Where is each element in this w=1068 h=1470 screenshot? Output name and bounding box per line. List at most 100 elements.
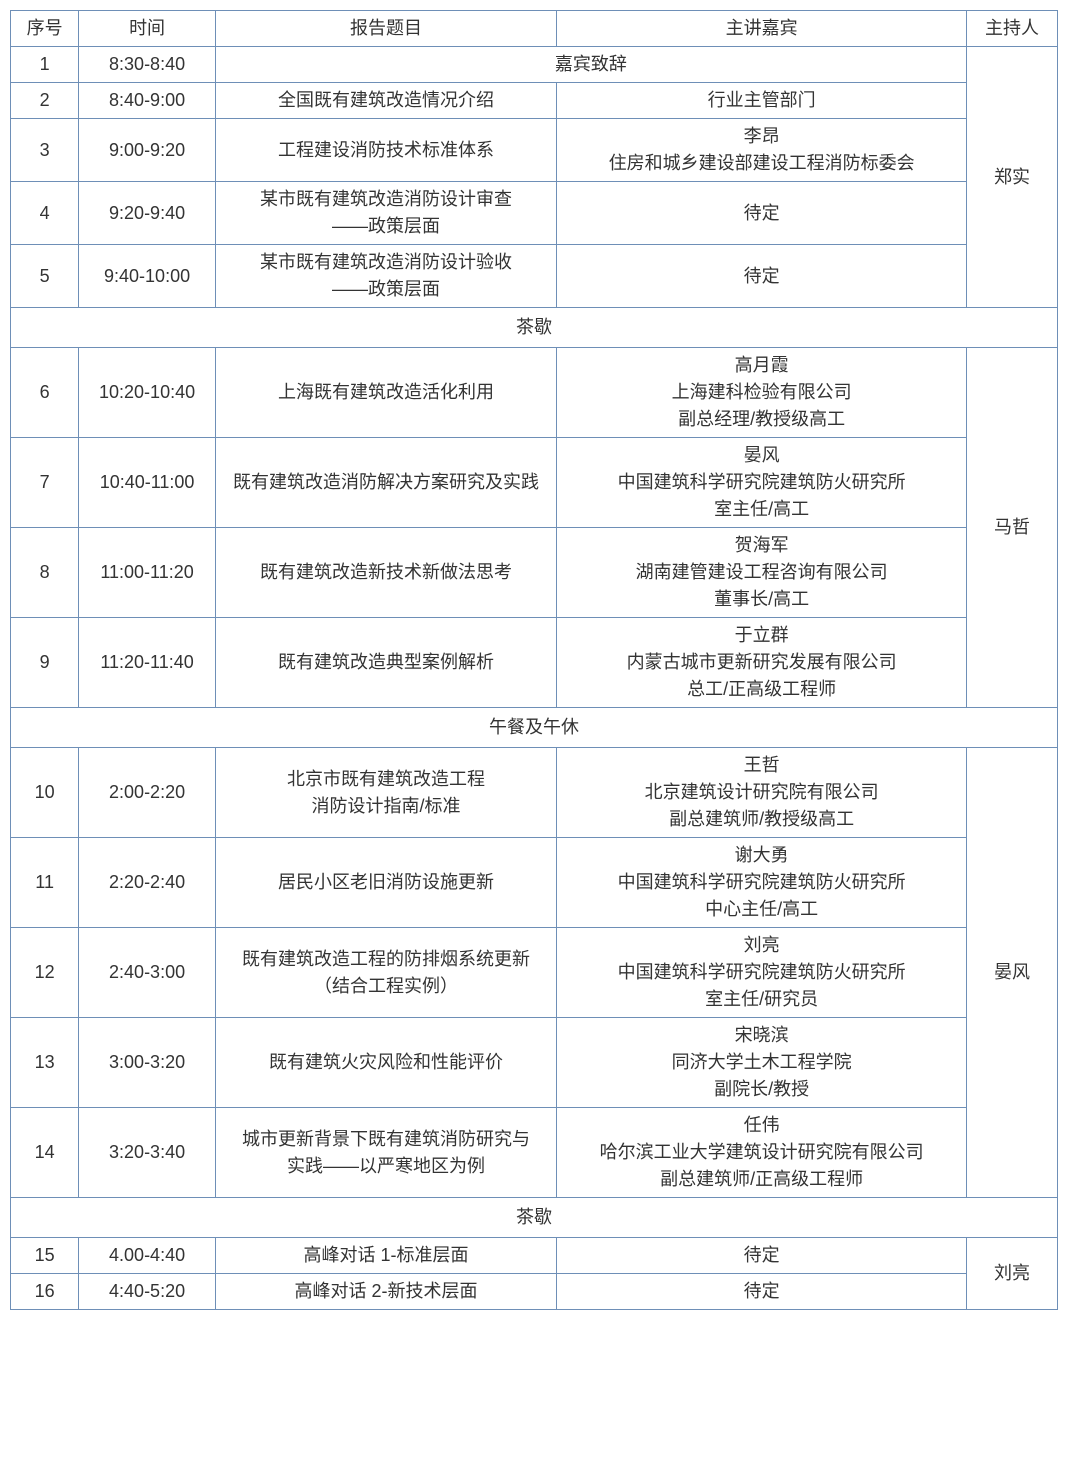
cell-topic: 既有建筑改造典型案例解析 <box>215 618 556 708</box>
cell-time: 3:00-3:20 <box>79 1018 216 1108</box>
cell-speaker: 待定 <box>557 1274 967 1310</box>
cell-topic: 高峰对话 2-新技术层面 <box>215 1274 556 1310</box>
break-row: 午餐及午休 <box>11 708 1058 748</box>
cell-seq: 13 <box>11 1018 79 1108</box>
table-row: 1 8:30-8:40 嘉宾致辞 郑实 <box>11 47 1058 83</box>
header-speaker: 主讲嘉宾 <box>557 11 967 47</box>
cell-speaker: 李昂 住房和城乡建设部建设工程消防标委会 <box>557 119 967 182</box>
topic-line: 既有建筑改造工程的防排烟系统更新 <box>218 946 554 973</box>
schedule-table: 序号 时间 报告题目 主讲嘉宾 主持人 1 8:30-8:40 嘉宾致辞 郑实 … <box>10 10 1058 1310</box>
speaker-name: 晏风 <box>559 442 964 469</box>
break-row: 茶歇 <box>11 1198 1058 1238</box>
header-host: 主持人 <box>966 11 1057 47</box>
cell-host: 晏风 <box>966 748 1057 1198</box>
speaker-name: 王哲 <box>559 752 964 779</box>
cell-time: 2:40-3:00 <box>79 928 216 1018</box>
break-label: 茶歇 <box>11 1198 1058 1238</box>
speaker-title: 副总经理/教授级高工 <box>559 406 964 433</box>
topic-line: 北京市既有建筑改造工程 <box>218 766 554 793</box>
speaker-title: 中心主任/高工 <box>559 896 964 923</box>
speaker-org: 上海建科检验有限公司 <box>559 379 964 406</box>
cell-time: 8:40-9:00 <box>79 83 216 119</box>
topic-line: 某市既有建筑改造消防设计审查 <box>218 186 554 213</box>
table-row: 16 4:40-5:20 高峰对话 2-新技术层面 待定 <box>11 1274 1058 1310</box>
cell-speaker: 高月霞 上海建科检验有限公司 副总经理/教授级高工 <box>557 348 967 438</box>
cell-topic: 既有建筑火灾风险和性能评价 <box>215 1018 556 1108</box>
cell-time: 10:20-10:40 <box>79 348 216 438</box>
cell-speaker: 谢大勇 中国建筑科学研究院建筑防火研究所 中心主任/高工 <box>557 838 967 928</box>
speaker-name: 谢大勇 <box>559 842 964 869</box>
speaker-name: 任伟 <box>559 1112 964 1139</box>
cell-speaker: 贺海军 湖南建管建设工程咨询有限公司 董事长/高工 <box>557 528 967 618</box>
cell-topic: 某市既有建筑改造消防设计审查 ——政策层面 <box>215 182 556 245</box>
cell-time: 9:00-9:20 <box>79 119 216 182</box>
cell-seq: 7 <box>11 438 79 528</box>
cell-time: 10:40-11:00 <box>79 438 216 528</box>
speaker-name: 贺海军 <box>559 532 964 559</box>
cell-merged-topic-speaker: 嘉宾致辞 <box>215 47 966 83</box>
cell-seq: 14 <box>11 1108 79 1198</box>
cell-seq: 2 <box>11 83 79 119</box>
cell-topic: 既有建筑改造新技术新做法思考 <box>215 528 556 618</box>
speaker-org: 住房和城乡建设部建设工程消防标委会 <box>559 150 964 177</box>
topic-line: ——政策层面 <box>218 213 554 240</box>
cell-seq: 16 <box>11 1274 79 1310</box>
speaker-org: 内蒙古城市更新研究发展有限公司 <box>559 649 964 676</box>
table-row: 12 2:40-3:00 既有建筑改造工程的防排烟系统更新 （结合工程实例） 刘… <box>11 928 1058 1018</box>
table-row: 9 11:20-11:40 既有建筑改造典型案例解析 于立群 内蒙古城市更新研究… <box>11 618 1058 708</box>
cell-time: 4.00-4:40 <box>79 1238 216 1274</box>
cell-seq: 12 <box>11 928 79 1018</box>
table-row: 14 3:20-3:40 城市更新背景下既有建筑消防研究与 实践——以严寒地区为… <box>11 1108 1058 1198</box>
cell-topic: 高峰对话 1-标准层面 <box>215 1238 556 1274</box>
cell-seq: 9 <box>11 618 79 708</box>
cell-host: 郑实 <box>966 47 1057 308</box>
speaker-name: 宋晓滨 <box>559 1022 964 1049</box>
cell-time: 2:20-2:40 <box>79 838 216 928</box>
cell-time: 2:00-2:20 <box>79 748 216 838</box>
table-row: 15 4.00-4:40 高峰对话 1-标准层面 待定 刘亮 <box>11 1238 1058 1274</box>
cell-seq: 8 <box>11 528 79 618</box>
break-row: 茶歇 <box>11 308 1058 348</box>
header-row: 序号 时间 报告题目 主讲嘉宾 主持人 <box>11 11 1058 47</box>
header-seq: 序号 <box>11 11 79 47</box>
speaker-name: 高月霞 <box>559 352 964 379</box>
cell-topic: 既有建筑改造工程的防排烟系统更新 （结合工程实例） <box>215 928 556 1018</box>
cell-speaker: 宋晓滨 同济大学土木工程学院 副院长/教授 <box>557 1018 967 1108</box>
cell-speaker: 于立群 内蒙古城市更新研究发展有限公司 总工/正高级工程师 <box>557 618 967 708</box>
topic-line: 消防设计指南/标准 <box>218 793 554 820</box>
cell-seq: 11 <box>11 838 79 928</box>
cell-seq: 10 <box>11 748 79 838</box>
speaker-title: 副总建筑师/正高级工程师 <box>559 1166 964 1193</box>
speaker-title: 总工/正高级工程师 <box>559 676 964 703</box>
cell-topic: 既有建筑改造消防解决方案研究及实践 <box>215 438 556 528</box>
speaker-org: 湖南建管建设工程咨询有限公司 <box>559 559 964 586</box>
speaker-title: 室主任/高工 <box>559 496 964 523</box>
speaker-name: 李昂 <box>559 123 964 150</box>
speaker-org: 哈尔滨工业大学建筑设计研究院有限公司 <box>559 1139 964 1166</box>
cell-topic: 全国既有建筑改造情况介绍 <box>215 83 556 119</box>
topic-line: 实践——以严寒地区为例 <box>218 1153 554 1180</box>
cell-topic: 上海既有建筑改造活化利用 <box>215 348 556 438</box>
cell-speaker: 王哲 北京建筑设计研究院有限公司 副总建筑师/教授级高工 <box>557 748 967 838</box>
cell-seq: 4 <box>11 182 79 245</box>
cell-speaker: 刘亮 中国建筑科学研究院建筑防火研究所 室主任/研究员 <box>557 928 967 1018</box>
topic-line: （结合工程实例） <box>218 973 554 1000</box>
cell-seq: 3 <box>11 119 79 182</box>
cell-host: 马哲 <box>966 348 1057 708</box>
speaker-org: 中国建筑科学研究院建筑防火研究所 <box>559 869 964 896</box>
header-time: 时间 <box>79 11 216 47</box>
speaker-org: 中国建筑科学研究院建筑防火研究所 <box>559 469 964 496</box>
table-row: 6 10:20-10:40 上海既有建筑改造活化利用 高月霞 上海建科检验有限公… <box>11 348 1058 438</box>
cell-seq: 15 <box>11 1238 79 1274</box>
cell-topic: 工程建设消防技术标准体系 <box>215 119 556 182</box>
table-row: 13 3:00-3:20 既有建筑火灾风险和性能评价 宋晓滨 同济大学土木工程学… <box>11 1018 1058 1108</box>
table-row: 10 2:00-2:20 北京市既有建筑改造工程 消防设计指南/标准 王哲 北京… <box>11 748 1058 838</box>
break-label: 午餐及午休 <box>11 708 1058 748</box>
speaker-title: 副院长/教授 <box>559 1076 964 1103</box>
speaker-title: 副总建筑师/教授级高工 <box>559 806 964 833</box>
topic-line: 城市更新背景下既有建筑消防研究与 <box>218 1126 554 1153</box>
cell-topic: 北京市既有建筑改造工程 消防设计指南/标准 <box>215 748 556 838</box>
table-row: 5 9:40-10:00 某市既有建筑改造消防设计验收 ——政策层面 待定 <box>11 245 1058 308</box>
cell-time: 11:00-11:20 <box>79 528 216 618</box>
table-row: 7 10:40-11:00 既有建筑改造消防解决方案研究及实践 晏风 中国建筑科… <box>11 438 1058 528</box>
